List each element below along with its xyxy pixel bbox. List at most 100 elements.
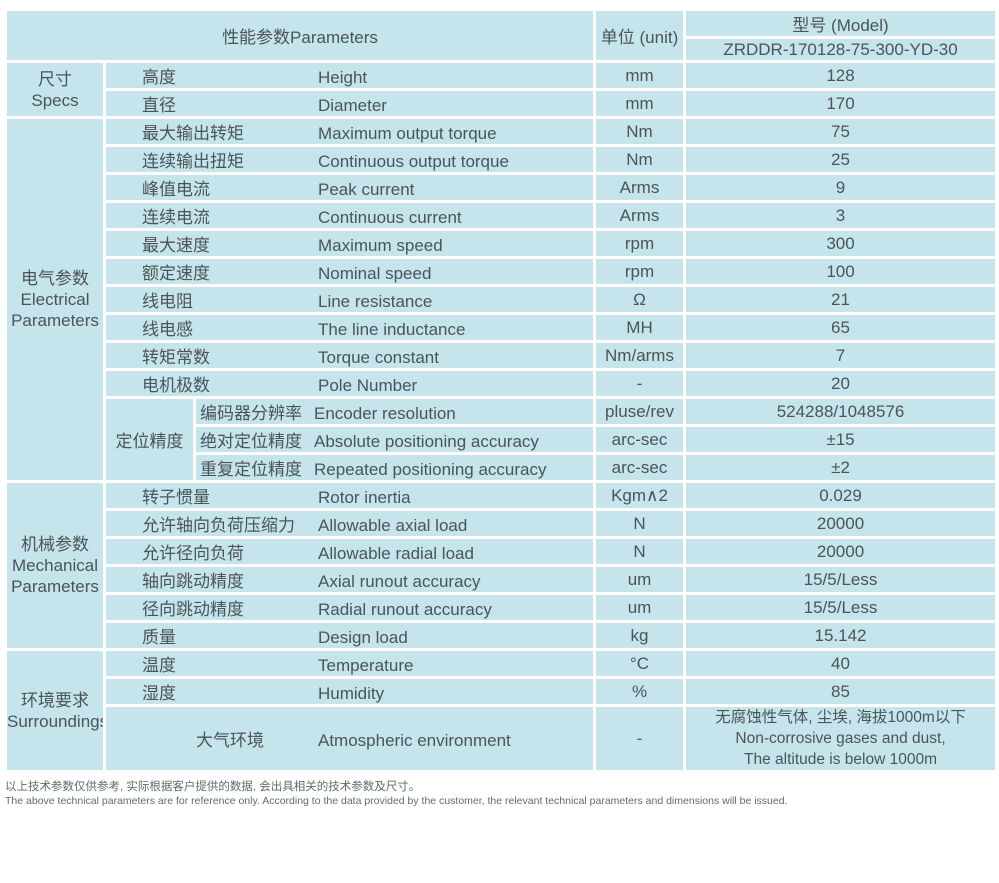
- table-row: 线电感 The line inductance MH 65: [6, 312, 999, 343]
- param-label-cell: 电机极数 Pole Number: [102, 368, 597, 399]
- section-label-en: Specs: [31, 90, 79, 110]
- param-label-zh: 径向跳动精度: [142, 600, 244, 619]
- table-row: 重复定位精度 Repeated positioning accuracy arc-s…: [6, 452, 999, 483]
- unit-cell: kg: [593, 620, 687, 651]
- param-label-cell: 线电感 The line inductance: [102, 312, 597, 343]
- param-label-zh: 允许径向负荷: [142, 544, 244, 563]
- section-label-cell: 机械参数 Mechanical Parameters: [4, 480, 106, 651]
- table-row: 峰值电流 Peak current Arms 9: [6, 172, 999, 203]
- param-label-en: Continuous current: [318, 208, 462, 227]
- value-cell: 20: [683, 368, 999, 399]
- value-cell: 85: [683, 676, 999, 707]
- param-label-zh: 连续电流: [142, 208, 210, 227]
- unit-cell: mm: [593, 88, 687, 119]
- table-row: 线电阻 Line resistance Ω 21: [6, 284, 999, 315]
- param-label-en: Maximum output torque: [318, 124, 497, 143]
- param-label-cell: 允许径向负荷 Allowable radial load: [102, 536, 597, 567]
- model-value: ZRDDR-170128-75-300-YD-30: [683, 36, 999, 63]
- table-row: 允许径向负荷 Allowable radial load N 20000: [6, 536, 999, 567]
- unit-cell: Ω: [593, 284, 687, 315]
- param-label-en: Diameter: [318, 96, 387, 115]
- param-label-cell: 最大速度 Maximum speed: [102, 228, 597, 259]
- section-label-en: Parameters: [11, 311, 99, 330]
- param-label-zh: 重复定位精度: [200, 460, 302, 479]
- param-label-cell: 重复定位精度 Repeated positioning accuracy: [192, 452, 597, 483]
- param-label-en: Height: [318, 68, 368, 87]
- param-label-en: Design load: [318, 628, 408, 647]
- param-label-cell: 轴向跳动精度 Axial runout accuracy: [102, 564, 597, 595]
- param-label-en: Atmospheric environment: [318, 731, 511, 750]
- param-label-en: Encoder resolution: [314, 404, 456, 423]
- table-row: 环境要求 Surroundings 温度 Temperature °C 40: [4, 648, 999, 773]
- param-label-en: Nominal speed: [318, 264, 432, 283]
- param-label-zh: 连续输出扭矩: [142, 152, 244, 171]
- value-cell: ±2: [683, 452, 999, 483]
- table-header-row: 性能参数Parameters 单位 (unit) 型号 (Model): [3, 8, 999, 63]
- table-row: 质量 Design load kg 15.142: [6, 620, 999, 651]
- unit-cell: Arms: [593, 200, 687, 231]
- unit-cell: -: [593, 704, 687, 773]
- param-label-cell: 径向跳动精度 Radial runout accuracy: [102, 592, 597, 623]
- param-label-en: Humidity: [318, 684, 385, 703]
- value-line: 无腐蚀性气体, 尘埃, 海拔1000m以下: [715, 709, 966, 726]
- param-label-zh: 允许轴向负荷压缩力: [142, 516, 295, 535]
- param-label-zh: 绝对定位精度: [200, 432, 302, 451]
- value-cell: 9: [683, 172, 999, 203]
- footnote: 以上技术参数仅供参考, 实际根据客户提供的数据, 会出具相关的技术参数及尺寸。 …: [5, 780, 999, 808]
- value-cell: 无腐蚀性气体, 尘埃, 海拔1000m以下 Non-corrosive gases…: [683, 704, 999, 773]
- value-cell: 170: [683, 88, 999, 119]
- table-row: 连续输出扭矩 Continuous output torque Nm 25: [6, 144, 999, 175]
- param-label-en: Pole Number: [318, 376, 418, 395]
- table-row: 最大速度 Maximum speed rpm 300: [6, 228, 999, 259]
- param-label-cell: 连续电流 Continuous current: [102, 200, 597, 231]
- table-row: 连续电流 Continuous current Arms 3: [6, 200, 999, 231]
- value-cell: 15/5/Less: [683, 564, 999, 595]
- section-label-zh: 环境要求: [21, 690, 89, 710]
- table-row: 机械参数 Mechanical Parameters 转子惯量 Rotor inerti…: [4, 480, 999, 651]
- section-label-zh: 电气参数: [21, 269, 89, 288]
- section-label-zh: 尺寸: [38, 69, 72, 89]
- value-cell: 20000: [683, 508, 999, 539]
- param-label-zh: 电机极数: [142, 376, 210, 395]
- value-cell: 21: [683, 284, 999, 315]
- value-cell: 7: [683, 340, 999, 371]
- table-row: 尺寸 Specs 高度 Height mm 128: [4, 60, 999, 119]
- table-row: 轴向跳动精度 Axial runout accuracy um 15/5/Less: [6, 564, 999, 595]
- unit-header: 单位 (unit): [593, 8, 687, 63]
- param-label-en: Line resistance: [318, 292, 433, 311]
- footnote-zh: 以上技术参数仅供参考, 实际根据客户提供的数据, 会出具相关的技术参数及尺寸。: [5, 781, 421, 793]
- param-label-en: Continuous output torque: [318, 152, 509, 171]
- value-cell: 524288/1048576: [683, 396, 999, 427]
- unit-cell: arc-sec: [593, 424, 687, 455]
- section-label-en: Surroundings: [7, 711, 105, 731]
- value-cell: 15/5/Less: [683, 592, 999, 623]
- unit-cell: mm: [593, 60, 687, 91]
- unit-cell: Kgm∧2: [593, 480, 687, 511]
- param-label-zh: 转子惯量: [142, 488, 210, 507]
- unit-cell: Arms: [593, 172, 687, 203]
- param-label-zh: 湿度: [142, 684, 176, 703]
- unit-cell: N: [593, 536, 687, 567]
- param-label-cell: 峰值电流 Peak current: [102, 172, 597, 203]
- section-label-en: Electrical: [20, 290, 90, 309]
- param-label-en: Repeated positioning accuracy: [314, 460, 547, 479]
- unit-cell: °C: [593, 648, 687, 679]
- param-label-zh: 最大速度: [142, 236, 210, 255]
- footnote-en: The above technical parameters are for r…: [5, 795, 788, 807]
- param-label-zh: 编码器分辨率: [200, 404, 302, 423]
- param-label-cell: 连续输出扭矩 Continuous output torque: [102, 144, 597, 175]
- section-label-zh: 机械参数: [21, 535, 89, 554]
- value-cell: 65: [683, 312, 999, 343]
- value-cell: 300: [683, 228, 999, 259]
- param-label-en: Torque constant: [318, 348, 439, 367]
- table-row: 定位精度 编码器分辨率 Encoder resolution pluse/rev 524…: [6, 396, 999, 483]
- param-label-zh: 大气环境: [196, 731, 264, 750]
- unit-cell: rpm: [593, 228, 687, 259]
- param-label-cell: 温度 Temperature: [102, 648, 597, 679]
- param-label-cell: 额定速度 Nominal speed: [102, 256, 597, 287]
- value-cell: 3: [683, 200, 999, 231]
- model-header: 型号 (Model): [683, 8, 999, 39]
- param-label-zh: 轴向跳动精度: [142, 572, 244, 591]
- param-label-en: Axial runout accuracy: [318, 572, 481, 591]
- param-label-cell: 转子惯量 Rotor inertia: [102, 480, 597, 511]
